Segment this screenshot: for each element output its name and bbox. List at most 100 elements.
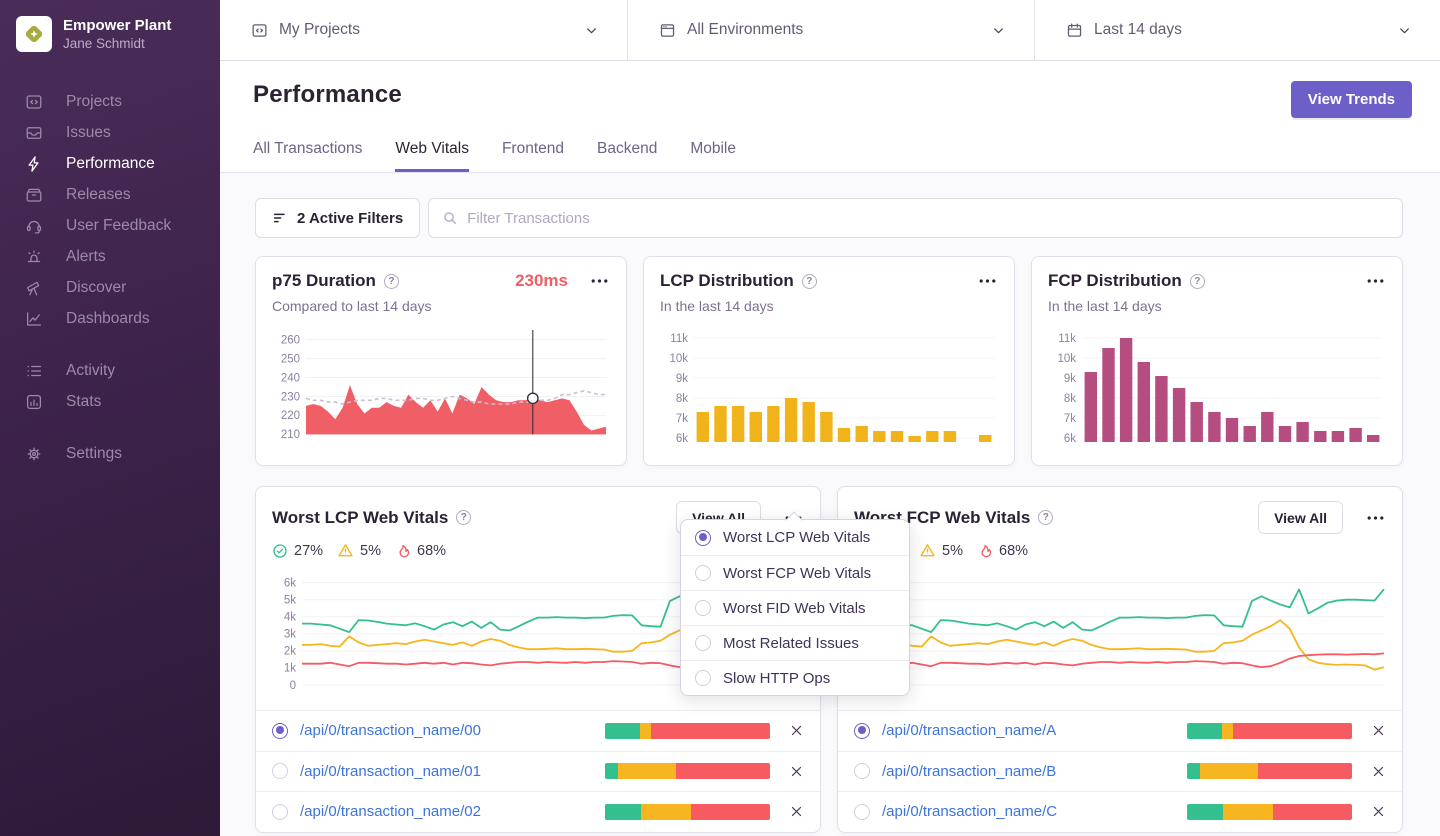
window-icon [659,22,676,39]
svg-text:6k: 6k [284,577,296,589]
close-icon[interactable] [789,723,804,738]
active-filters-label: 2 Active Filters [297,209,404,227]
tab-frontend[interactable]: Frontend [501,140,564,157]
transaction-radio[interactable] [854,763,870,780]
svg-text:9k: 9k [1064,373,1076,385]
dropdown-option-worst-lcp[interactable]: Worst LCP Web Vitals [681,520,909,555]
close-icon[interactable] [789,804,804,819]
vitals-segment-bar [1187,722,1352,739]
dropdown-option-most-related-issues[interactable]: Most Related Issues [681,625,909,660]
transaction-link[interactable]: /api/0/transaction_name/C [882,803,1058,821]
search-box [428,198,1403,238]
vitals-segment-bar [1187,803,1352,820]
warning-triangle-icon [919,542,936,559]
transaction-radio[interactable] [272,803,288,820]
main-column: My Projects All Environments Last 14 day… [220,0,1440,836]
svg-text:220: 220 [281,410,300,422]
sidebar-item-user-feedback[interactable]: User Feedback [16,210,220,241]
filter-icon [272,210,288,226]
transaction-list: /api/0/transaction_name/A /api/0/transac… [838,710,1402,832]
sidebar-item-performance[interactable]: Performance [16,148,220,179]
org-name: Empower Plant [63,17,172,34]
project-selector-label: My Projects [279,21,360,38]
search-icon [442,210,458,226]
warning-triangle-icon [337,542,354,559]
transaction-link[interactable]: /api/0/transaction_name/01 [300,762,481,780]
good-percent: 27% [294,542,324,559]
project-selector[interactable]: My Projects [220,0,628,60]
sidebar-item-settings[interactable]: Settings [16,438,220,469]
transaction-radio[interactable] [272,722,288,739]
more-options-icon[interactable] [1365,275,1386,287]
sidebar-item-alerts[interactable]: Alerts [16,241,220,272]
poor-percent: 68% [417,542,447,559]
transaction-link[interactable]: /api/0/transaction_name/00 [300,722,481,740]
transaction-link[interactable]: /api/0/transaction_name/02 [300,803,481,821]
help-icon[interactable] [1189,273,1205,289]
dropdown-option-label: Worst LCP Web Vitals [723,529,871,546]
view-trends-button[interactable]: View Trends [1290,81,1412,118]
page-header: Performance View Trends All Transactions… [220,61,1440,173]
sidebar-item-issues[interactable]: Issues [16,117,220,148]
more-options-icon[interactable] [1365,512,1386,524]
close-icon[interactable] [1371,764,1386,779]
sidebar-item-stats[interactable]: Stats [16,386,220,417]
sidebar-item-label: Stats [66,392,102,410]
nav-gap [16,417,220,438]
option-radio [695,670,711,686]
sidebar-item-activity[interactable]: Activity [16,355,220,386]
dropdown-option-label: Most Related Issues [723,634,859,652]
help-icon[interactable] [456,510,472,525]
help-icon[interactable] [1038,510,1054,525]
option-radio [695,635,711,651]
active-filters-button[interactable]: 2 Active Filters [255,198,421,238]
help-icon[interactable] [383,273,399,289]
releases-icon [24,185,44,205]
view-all-button[interactable]: View All [1258,501,1343,534]
dropdown-option-slow-http-ops[interactable]: Slow HTTP Ops [681,660,909,695]
transaction-link[interactable]: /api/0/transaction_name/A [882,722,1057,740]
good-badge: 27% [272,543,323,559]
sidebar-item-label: Discover [66,278,127,296]
tab-mobile[interactable]: Mobile [690,140,736,157]
more-options-icon[interactable] [589,275,610,287]
org-switcher[interactable]: Empower Plant Jane Schmidt [16,12,220,62]
transaction-link[interactable]: /api/0/transaction_name/B [882,762,1057,780]
sidebar-item-releases[interactable]: Releases [16,179,220,210]
close-icon[interactable] [789,764,804,779]
date-range-selector[interactable]: Last 14 days [1035,0,1440,60]
sidebar-item-projects[interactable]: Projects [16,86,220,117]
close-icon[interactable] [1371,804,1386,819]
transaction-radio[interactable] [272,763,288,780]
transaction-row: /api/0/transaction_name/B [838,750,1402,792]
transaction-radio[interactable] [854,803,870,820]
card-subtitle: In the last 14 days [1048,298,1162,314]
environment-selector[interactable]: All Environments [628,0,1035,60]
transaction-search-input[interactable] [467,209,1389,227]
dropdown-option-worst-fcp[interactable]: Worst FCP Web Vitals [681,555,909,590]
close-icon[interactable] [1371,723,1386,738]
summary-cards-row: p75 Duration 230ms Compared to last 14 d… [255,256,1403,466]
transaction-radio[interactable] [854,722,870,739]
svg-text:10k: 10k [1057,353,1076,365]
p75-duration-card: p75 Duration 230ms Compared to last 14 d… [255,256,627,466]
issues-icon [24,123,44,143]
vitals-segment-bar [605,722,770,739]
stats-bars-icon [24,392,44,412]
dropdown-option-worst-fid[interactable]: Worst FID Web Vitals [681,590,909,625]
projects-mini-icon [251,22,268,39]
svg-text:1k: 1k [284,663,296,675]
tab-all-transactions[interactable]: All Transactions [253,140,363,157]
dropdown-option-label: Worst FID Web Vitals [723,599,866,617]
check-circle-icon [272,543,288,559]
svg-text:8k: 8k [1064,393,1076,405]
tab-web-vitals[interactable]: Web Vitals [395,140,469,172]
sidebar-item-dashboards[interactable]: Dashboards [16,303,220,334]
dropdown-option-label: Slow HTTP Ops [723,669,831,687]
more-options-icon[interactable] [977,275,998,287]
svg-text:9k: 9k [676,373,688,385]
tab-backend[interactable]: Backend [597,140,658,157]
help-icon[interactable] [801,273,817,289]
sidebar-item-discover[interactable]: Discover [16,272,220,303]
